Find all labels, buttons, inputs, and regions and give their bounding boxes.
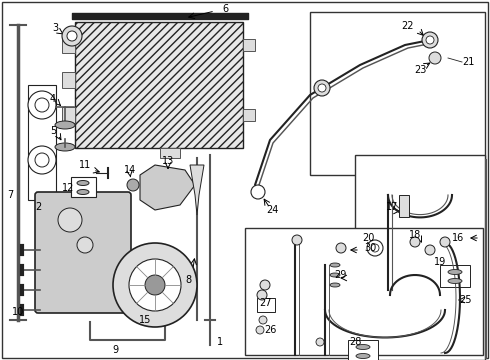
Text: 16: 16	[452, 233, 464, 243]
Text: 23: 23	[414, 65, 426, 75]
Circle shape	[259, 316, 267, 324]
Bar	[245, 228, 483, 355]
Circle shape	[440, 237, 450, 247]
Text: 27: 27	[259, 298, 271, 308]
Text: 7: 7	[7, 190, 13, 200]
Bar	[62, 72, 75, 88]
Polygon shape	[140, 165, 195, 210]
Text: 6: 6	[222, 4, 228, 14]
Text: 1: 1	[217, 337, 223, 347]
Text: 9: 9	[112, 345, 118, 355]
Ellipse shape	[55, 121, 75, 129]
Circle shape	[35, 153, 49, 167]
Text: 10: 10	[12, 307, 24, 317]
Ellipse shape	[356, 354, 370, 359]
Text: 8: 8	[185, 275, 191, 285]
Ellipse shape	[330, 283, 340, 287]
FancyBboxPatch shape	[35, 192, 131, 313]
Bar	[62, 107, 75, 123]
Text: 26: 26	[264, 325, 276, 335]
Circle shape	[410, 237, 420, 247]
Text: 11: 11	[79, 160, 91, 170]
Circle shape	[145, 275, 165, 295]
Ellipse shape	[448, 279, 462, 284]
Text: 28: 28	[349, 337, 361, 347]
Bar	[71, 177, 96, 197]
Circle shape	[62, 26, 82, 46]
Ellipse shape	[356, 345, 370, 350]
Ellipse shape	[77, 189, 89, 194]
Text: 4: 4	[50, 94, 56, 104]
Text: 20: 20	[362, 233, 374, 243]
Circle shape	[257, 290, 267, 300]
Circle shape	[316, 338, 324, 346]
Ellipse shape	[77, 180, 89, 185]
Circle shape	[58, 208, 82, 232]
Circle shape	[28, 146, 56, 174]
Circle shape	[429, 52, 441, 64]
Circle shape	[371, 244, 379, 252]
Text: 25: 25	[460, 295, 472, 305]
Circle shape	[127, 179, 139, 191]
Text: 12: 12	[62, 183, 74, 193]
Bar	[28, 85, 56, 200]
Circle shape	[256, 326, 264, 334]
Bar	[243, 39, 255, 51]
Text: 17: 17	[386, 202, 398, 212]
Text: 21: 21	[462, 57, 474, 67]
Circle shape	[67, 31, 77, 41]
Ellipse shape	[330, 263, 340, 267]
Text: 18: 18	[409, 230, 421, 240]
Bar	[355, 155, 485, 360]
Ellipse shape	[55, 143, 75, 151]
Text: 2: 2	[35, 202, 41, 212]
Bar	[243, 109, 255, 121]
Circle shape	[251, 185, 265, 199]
Text: 15: 15	[139, 315, 151, 325]
Circle shape	[292, 235, 302, 245]
Circle shape	[129, 259, 181, 311]
Text: 14: 14	[124, 165, 136, 175]
Ellipse shape	[448, 270, 462, 274]
Bar	[160, 148, 180, 158]
Circle shape	[425, 245, 435, 255]
Bar	[399, 195, 409, 217]
Circle shape	[260, 280, 270, 290]
Circle shape	[318, 84, 326, 92]
Circle shape	[336, 243, 346, 253]
Text: 19: 19	[434, 257, 446, 267]
Circle shape	[314, 80, 330, 96]
Ellipse shape	[330, 273, 340, 277]
Circle shape	[422, 32, 438, 48]
Polygon shape	[190, 165, 204, 215]
Circle shape	[426, 36, 434, 44]
Bar	[440, 265, 470, 287]
Circle shape	[367, 240, 383, 256]
Bar	[75, 22, 243, 148]
Bar	[310, 12, 485, 175]
Text: 3: 3	[52, 23, 58, 33]
Bar	[62, 37, 75, 53]
Circle shape	[113, 243, 197, 327]
Bar	[257, 298, 275, 312]
Text: 5: 5	[50, 126, 56, 136]
Text: 22: 22	[402, 21, 414, 31]
Text: 29: 29	[334, 270, 346, 280]
Circle shape	[77, 237, 93, 253]
Circle shape	[28, 91, 56, 119]
Circle shape	[35, 98, 49, 112]
Text: 13: 13	[162, 156, 174, 166]
Text: 24: 24	[266, 205, 278, 215]
Bar	[348, 340, 378, 360]
Text: 30: 30	[364, 243, 376, 253]
